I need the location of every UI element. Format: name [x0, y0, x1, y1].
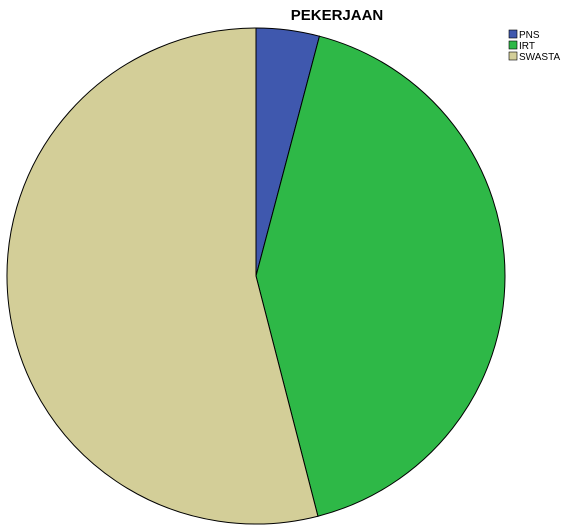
legend-swatch-pns [508, 29, 518, 39]
pie-slices [6, 27, 506, 525]
legend-swatch-irt [508, 40, 518, 50]
legend-swatch-swasta [508, 51, 518, 61]
legend-label-swasta: SWASTA [519, 52, 560, 63]
chart-title: PEKERJAAN [291, 7, 384, 24]
legend-label-pns: PNS [519, 30, 540, 41]
pie-slice-swasta [6, 27, 319, 525]
legend-label-irt: IRT [519, 41, 535, 52]
pie-slice-irt [255, 35, 506, 517]
